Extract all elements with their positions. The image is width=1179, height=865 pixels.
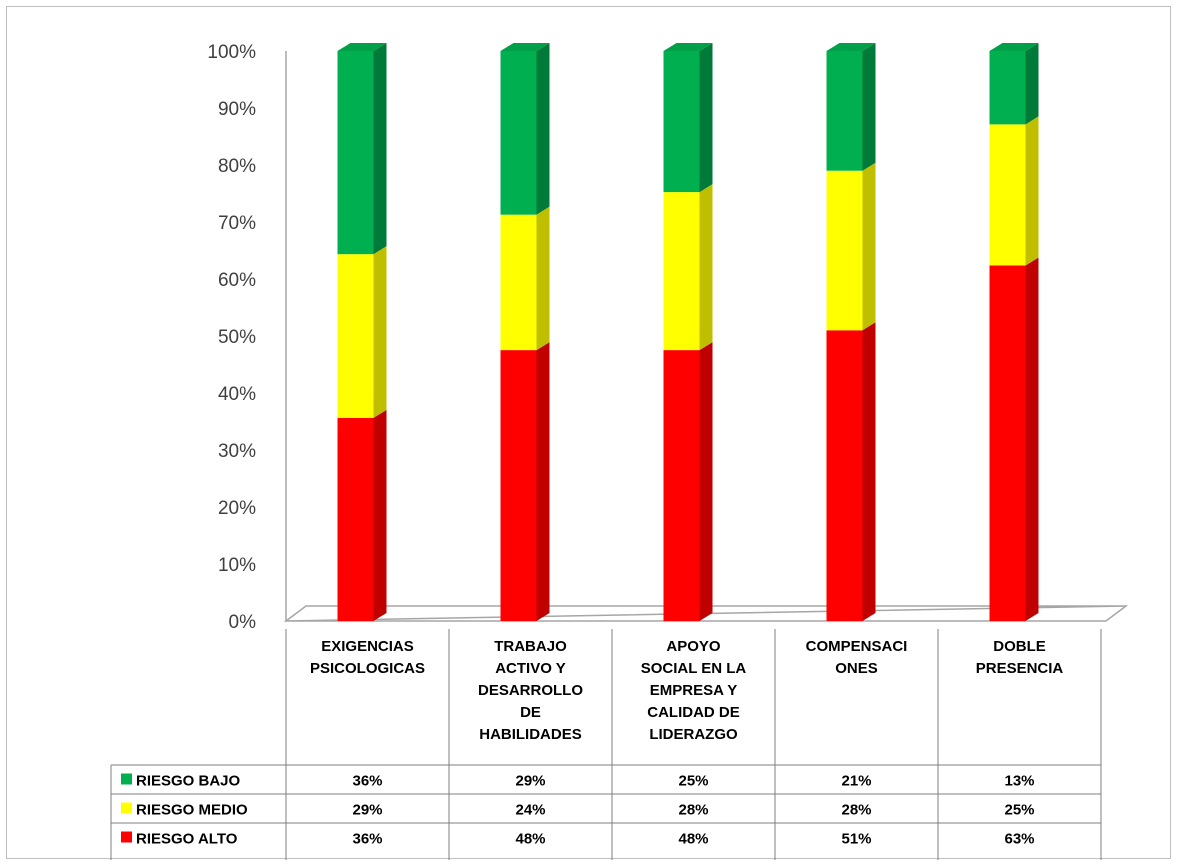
data-table-value: 36% [352, 831, 382, 848]
category-label: EXIGENCIAS [321, 638, 414, 655]
data-table-value: 36% [352, 773, 382, 790]
category-label: LIDERAZGO [649, 726, 738, 743]
bar-top [663, 43, 713, 51]
category-label: DOBLE [993, 638, 1046, 655]
bar-segment [500, 214, 537, 351]
y-tick-label: 30% [218, 441, 256, 462]
data-table-value: 29% [515, 773, 545, 790]
bar-segment-side [536, 342, 550, 621]
bar-segment [500, 350, 537, 621]
bar-segment-side [1025, 257, 1039, 621]
bar-segment [826, 170, 863, 331]
bar-segment-side [862, 162, 876, 331]
bar-top [989, 43, 1039, 51]
legend-label: RIESGO ALTO [136, 831, 238, 848]
category-label: APOYO [666, 638, 721, 655]
bar-segment-side [862, 43, 876, 171]
y-tick-label: 100% [207, 42, 256, 63]
data-table-value: 21% [841, 773, 871, 790]
bar-segment [337, 254, 374, 418]
bar-segment-side [373, 43, 387, 255]
category-label: ACTIVO Y [495, 660, 566, 677]
y-tick-label: 20% [218, 498, 256, 519]
bar-top [337, 43, 387, 51]
legend-swatch [121, 773, 132, 785]
y-tick-label: 40% [218, 384, 256, 405]
y-tick-label: 80% [218, 156, 256, 177]
bar-segment-side [1025, 116, 1039, 266]
data-table-value: 24% [515, 802, 545, 819]
category-label: DESARROLLO [478, 682, 583, 699]
category-label: HABILIDADES [479, 726, 582, 743]
bar-segment [337, 417, 374, 621]
bar-segment [826, 330, 863, 621]
y-tick-label: 10% [218, 555, 256, 576]
category-label: EMPRESA Y [650, 682, 738, 699]
bar-segment [989, 124, 1026, 266]
legend-label: RIESGO BAJO [136, 773, 241, 790]
bar-segment [663, 350, 700, 621]
bar-top [500, 43, 550, 51]
bar-segment [826, 51, 863, 171]
bar-top [826, 43, 876, 51]
bar-segment [337, 51, 374, 255]
bar-segment-side [699, 184, 713, 351]
y-tick-label: 60% [218, 270, 256, 291]
y-tick-label: 70% [218, 213, 256, 234]
category-label: ONES [835, 660, 878, 677]
stacked-bar-chart: 0% 10% 20% 30% 40% 50% 60% 70% 80% 90% 100% EXIGENC… [110, 42, 1129, 860]
y-tick-label: 0% [229, 612, 257, 633]
data-table-value: 28% [841, 802, 871, 819]
category-label: PSICOLOGICAS [310, 660, 425, 677]
data-table-value: 25% [678, 773, 708, 790]
bar-segment [500, 51, 537, 215]
data-table-value: 48% [515, 831, 545, 848]
bar-segment-side [536, 206, 550, 351]
y-tick-label: 50% [218, 327, 256, 348]
category-label: COMPENSACI [806, 638, 908, 655]
legend-swatch [121, 831, 132, 843]
data-table-value: 63% [1004, 831, 1034, 848]
data-table-value: 25% [1004, 802, 1034, 819]
data-table-value: 28% [678, 802, 708, 819]
bar-segment-side [536, 43, 550, 215]
category-label: SOCIAL EN LA [641, 660, 747, 677]
chart-frame: 0% 10% 20% 30% 40% 50% 60% 70% 80% 90% 100% EXIGENC… [6, 6, 1171, 860]
legend-swatch [121, 802, 132, 814]
legend-label: RIESGO MEDIO [136, 802, 248, 819]
bar-segment-side [699, 43, 713, 193]
bar-segment [989, 51, 1026, 125]
data-table-value: 29% [352, 802, 382, 819]
bar-segment-side [373, 246, 387, 418]
bar-segment [663, 51, 700, 193]
category-label: DE [520, 704, 541, 721]
bar-segment-side [1025, 43, 1039, 125]
category-label: CALIDAD DE [647, 704, 740, 721]
bar-segment-side [373, 409, 387, 621]
bar-segment [663, 192, 700, 351]
data-table-value: 48% [678, 831, 708, 848]
category-label: TRABAJO [494, 638, 567, 655]
category-label: PRESENCIA [976, 660, 1064, 677]
bar-segment-side [699, 342, 713, 621]
bar-segment [989, 265, 1026, 621]
y-tick-label: 90% [218, 99, 256, 120]
bar-segment-side [862, 322, 876, 621]
data-table-value: 13% [1004, 773, 1034, 790]
data-table-value: 51% [841, 831, 871, 848]
